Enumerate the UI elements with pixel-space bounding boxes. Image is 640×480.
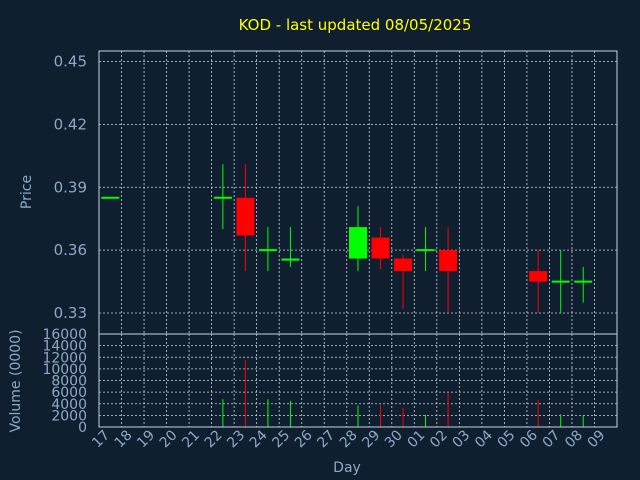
price-tick-label: 0.39 (54, 178, 87, 196)
candle (416, 227, 435, 272)
x-tick-label: 04 (472, 427, 496, 451)
candle-body (281, 258, 300, 261)
x-tick-label: 05 (495, 427, 519, 451)
price-grid (99, 51, 617, 334)
x-tick-label: 28 (337, 427, 361, 451)
candle-body (394, 258, 413, 272)
volume-tick-label: 12000 (42, 350, 87, 366)
candle (529, 250, 548, 314)
candle-body (439, 250, 458, 272)
volume-tick-label: 10000 (42, 362, 87, 378)
volume-grid (99, 334, 617, 427)
candle (281, 227, 300, 267)
x-tick-label: 01 (404, 427, 428, 451)
x-tick-label: 20 (157, 427, 181, 451)
x-ticks: 1718192021222324252627282930010203040506… (89, 427, 608, 451)
x-tick-label: 29 (359, 427, 383, 451)
price-ticks: 0.45 0.42 0.39 0.36 0.33 (54, 52, 87, 322)
candle (371, 227, 390, 270)
price-tick-label: 0.42 (54, 115, 87, 133)
candle (551, 250, 570, 314)
x-axis-label: Day (333, 460, 361, 476)
volume-panel-frame (98, 333, 618, 428)
chart-title: KOD - last updated 08/05/2025 (239, 16, 472, 34)
candle-body (371, 237, 390, 259)
candle (574, 266, 593, 303)
x-tick-label: 09 (585, 427, 609, 451)
candle (349, 206, 367, 272)
x-tick-label: 25 (269, 427, 293, 451)
x-tick-label: 17 (89, 427, 113, 451)
volume-tick-label: 16000 (42, 327, 87, 343)
candle (258, 227, 277, 272)
price-tick-label: 0.33 (54, 304, 87, 322)
x-tick-label: 24 (247, 427, 271, 451)
volume-bars (222, 360, 584, 427)
price-panel-frame (98, 50, 618, 335)
price-tick-label: 0.36 (54, 241, 87, 259)
volume-tick-label: 4000 (51, 397, 87, 413)
volume-tick-label: 2000 (51, 408, 87, 424)
x-tick-label: 27 (314, 427, 338, 451)
candle (394, 254, 413, 309)
volume-tick-label: 0 (78, 420, 87, 436)
candle (213, 164, 232, 230)
candle-body (529, 271, 548, 282)
x-tick-label: 06 (517, 427, 541, 451)
x-tick-label: 23 (224, 427, 248, 451)
x-tick-label: 07 (540, 427, 564, 451)
price-tick-label: 0.45 (54, 52, 87, 70)
x-tick-label: 19 (134, 427, 158, 451)
volume-tick-label: 6000 (51, 385, 87, 401)
x-tick-label: 02 (427, 427, 451, 451)
x-tick-label: 18 (112, 427, 136, 451)
volume-tick-label: 8000 (51, 374, 87, 390)
volume-tick-label: 14000 (42, 339, 87, 355)
x-tick-label: 21 (179, 427, 203, 451)
candle-body (349, 227, 367, 259)
volume-axis-label: Volume (0000) (8, 329, 24, 432)
x-tick-label: 30 (382, 427, 406, 451)
candles (101, 164, 593, 314)
candle-body (236, 197, 255, 236)
x-tick-label: 03 (450, 427, 474, 451)
price-axis-label: Price (19, 175, 35, 209)
candle (236, 164, 255, 272)
x-tick-label: 26 (292, 427, 316, 451)
candle (439, 227, 458, 314)
x-tick-label: 22 (202, 427, 226, 451)
x-tick-label: 08 (562, 427, 586, 451)
